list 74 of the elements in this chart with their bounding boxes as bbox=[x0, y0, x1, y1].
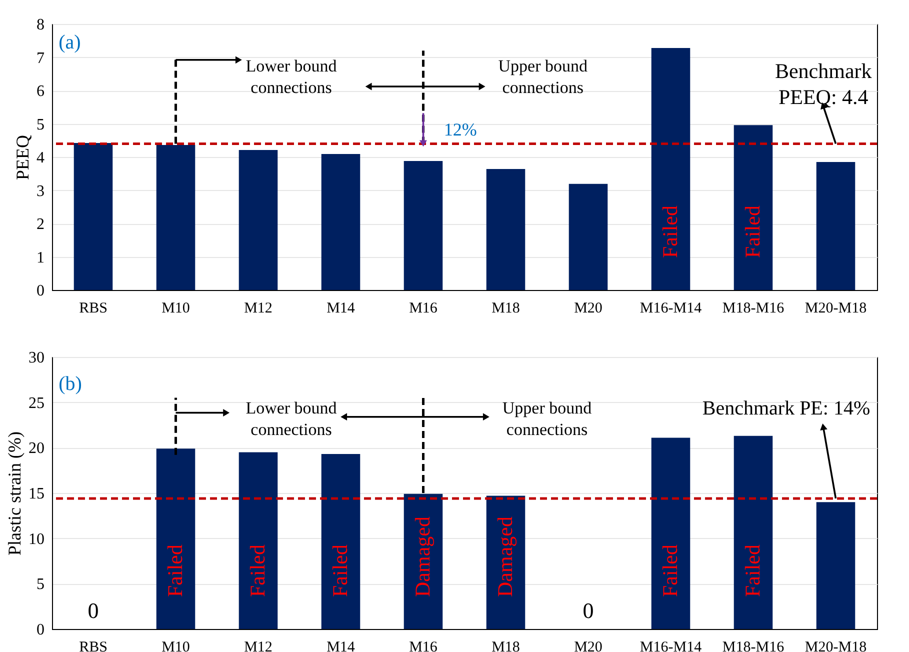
x-tick-label: M20 bbox=[574, 300, 602, 316]
data-label: Failed bbox=[658, 544, 682, 597]
data-label: Failed bbox=[162, 544, 187, 597]
bar bbox=[238, 452, 278, 629]
annotation: Upper bound connections bbox=[498, 56, 588, 97]
bar bbox=[734, 436, 773, 629]
bar bbox=[238, 150, 278, 290]
data-label: Failed bbox=[658, 205, 682, 258]
bar bbox=[321, 454, 360, 629]
x-tick-label: M20-M18 bbox=[804, 300, 867, 316]
bar bbox=[404, 160, 443, 290]
x-tick-label: M10 bbox=[162, 640, 190, 652]
data-label: 0 bbox=[582, 598, 594, 623]
data-label: Failed bbox=[740, 544, 764, 597]
x-tick-label: M20-M18 bbox=[804, 640, 867, 652]
data-label: Failed bbox=[328, 544, 352, 597]
y-tick-label: 3 bbox=[36, 182, 44, 200]
x-tick-label: M16-M14 bbox=[640, 640, 702, 652]
annotation: Upper bound connections bbox=[502, 398, 592, 439]
y-tick-label: 2 bbox=[36, 216, 44, 233]
bar bbox=[651, 48, 690, 290]
x-tick-label: RBS bbox=[79, 640, 108, 652]
y-tick-label: 20 bbox=[28, 440, 44, 458]
y-axis-title: Plastic strain (%) bbox=[4, 432, 24, 556]
x-tick-label: M16 bbox=[409, 300, 438, 316]
x-tick-label: RBS bbox=[79, 300, 108, 316]
annotation: Benchmark PEEQ: 4.4 bbox=[774, 58, 872, 110]
y-tick-label: 5 bbox=[36, 576, 44, 594]
data-label: Failed bbox=[245, 544, 270, 597]
y-tick-label: 7 bbox=[36, 50, 44, 67]
bar bbox=[816, 502, 856, 629]
annotation: Benchmark PE: 14% bbox=[702, 398, 870, 420]
y-tick-label: 5 bbox=[36, 116, 44, 134]
x-tick-label: M14 bbox=[326, 640, 356, 652]
y-tick-label: 25 bbox=[28, 394, 44, 412]
data-label: Failed bbox=[740, 205, 764, 258]
x-tick-label: M12 bbox=[244, 640, 272, 652]
x-tick-label: M14 bbox=[326, 300, 356, 316]
annotation: 12% bbox=[444, 119, 477, 140]
bar bbox=[156, 145, 196, 290]
x-tick-label: M18-M16 bbox=[722, 640, 785, 652]
y-tick-label: 6 bbox=[36, 83, 44, 100]
y-axis-title: PEEQ bbox=[12, 135, 32, 180]
x-tick-label: M16-M14 bbox=[640, 300, 702, 316]
x-tick-label: M18-M16 bbox=[722, 300, 785, 316]
y-tick-label: 30 bbox=[28, 350, 44, 366]
y-tick-label: 4 bbox=[36, 150, 44, 166]
bar bbox=[486, 168, 526, 290]
bar bbox=[734, 125, 773, 290]
data-label: Damaged bbox=[492, 516, 517, 597]
x-tick-label: M10 bbox=[162, 300, 190, 316]
y-tick-label: 8 bbox=[36, 16, 44, 34]
x-tick-label: M20 bbox=[574, 640, 602, 652]
bar bbox=[816, 162, 856, 290]
x-tick-label: M12 bbox=[244, 300, 272, 316]
annotation: Lower bound connections bbox=[246, 398, 338, 439]
y-tick-label: 1 bbox=[36, 249, 44, 266]
bar bbox=[321, 154, 360, 290]
annotation: (b) bbox=[58, 373, 82, 396]
data-label: Damaged bbox=[410, 516, 434, 597]
x-tick-label: M16 bbox=[409, 640, 438, 652]
data-label: 0 bbox=[88, 598, 99, 623]
annotation: (a) bbox=[58, 32, 81, 54]
x-tick-label: M18 bbox=[492, 300, 520, 316]
y-tick-label: 0 bbox=[36, 622, 44, 638]
x-tick-label: M18 bbox=[492, 640, 520, 652]
y-tick-label: 15 bbox=[28, 486, 44, 502]
bar bbox=[74, 143, 113, 290]
y-tick-label: 10 bbox=[28, 530, 44, 548]
annotation: Lower bound connections bbox=[246, 56, 338, 97]
bar bbox=[568, 184, 608, 290]
bar bbox=[156, 448, 196, 629]
bar bbox=[651, 438, 690, 629]
y-tick-label: 0 bbox=[36, 282, 44, 300]
